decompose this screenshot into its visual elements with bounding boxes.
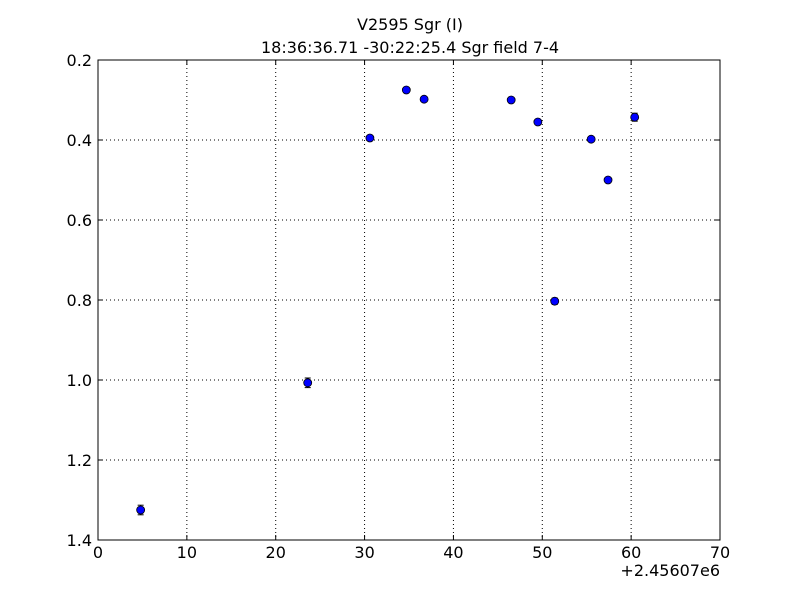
y-tick-label: 0.2 (67, 51, 92, 70)
point (401, 85, 411, 95)
x-offset-label: +2.45607e6 (620, 561, 720, 580)
point (630, 112, 640, 122)
chart-title: V2595 Sgr (I) (357, 15, 463, 34)
y-tick-label: 1.0 (67, 371, 92, 390)
point (586, 134, 596, 144)
y-tick-label: 1.4 (67, 531, 92, 550)
x-tick-label: 70 (710, 543, 730, 562)
x-tick-label: 30 (354, 543, 374, 562)
point (303, 378, 313, 388)
x-tick-label: 0 (93, 543, 103, 562)
y-tick-label: 0.6 (67, 211, 92, 230)
x-tick-label: 40 (443, 543, 463, 562)
point (506, 95, 516, 105)
plot-frame (97, 59, 721, 541)
point (533, 117, 543, 127)
x-tick-label: 10 (177, 543, 197, 562)
point (136, 505, 146, 515)
y-tick-label: 0.4 (67, 131, 92, 150)
y-tick-label: 1.2 (67, 451, 92, 470)
chart-subtitle: 18:36:36.71 -30:22:25.4 Sgr field 7-4 (261, 38, 559, 57)
point (550, 296, 560, 306)
x-tick-label: 50 (532, 543, 552, 562)
point (603, 175, 613, 185)
point (365, 133, 375, 143)
y-tick-label: 0.8 (67, 291, 92, 310)
x-tick-label: 60 (621, 543, 641, 562)
point (419, 94, 429, 104)
x-tick-label: 20 (266, 543, 286, 562)
